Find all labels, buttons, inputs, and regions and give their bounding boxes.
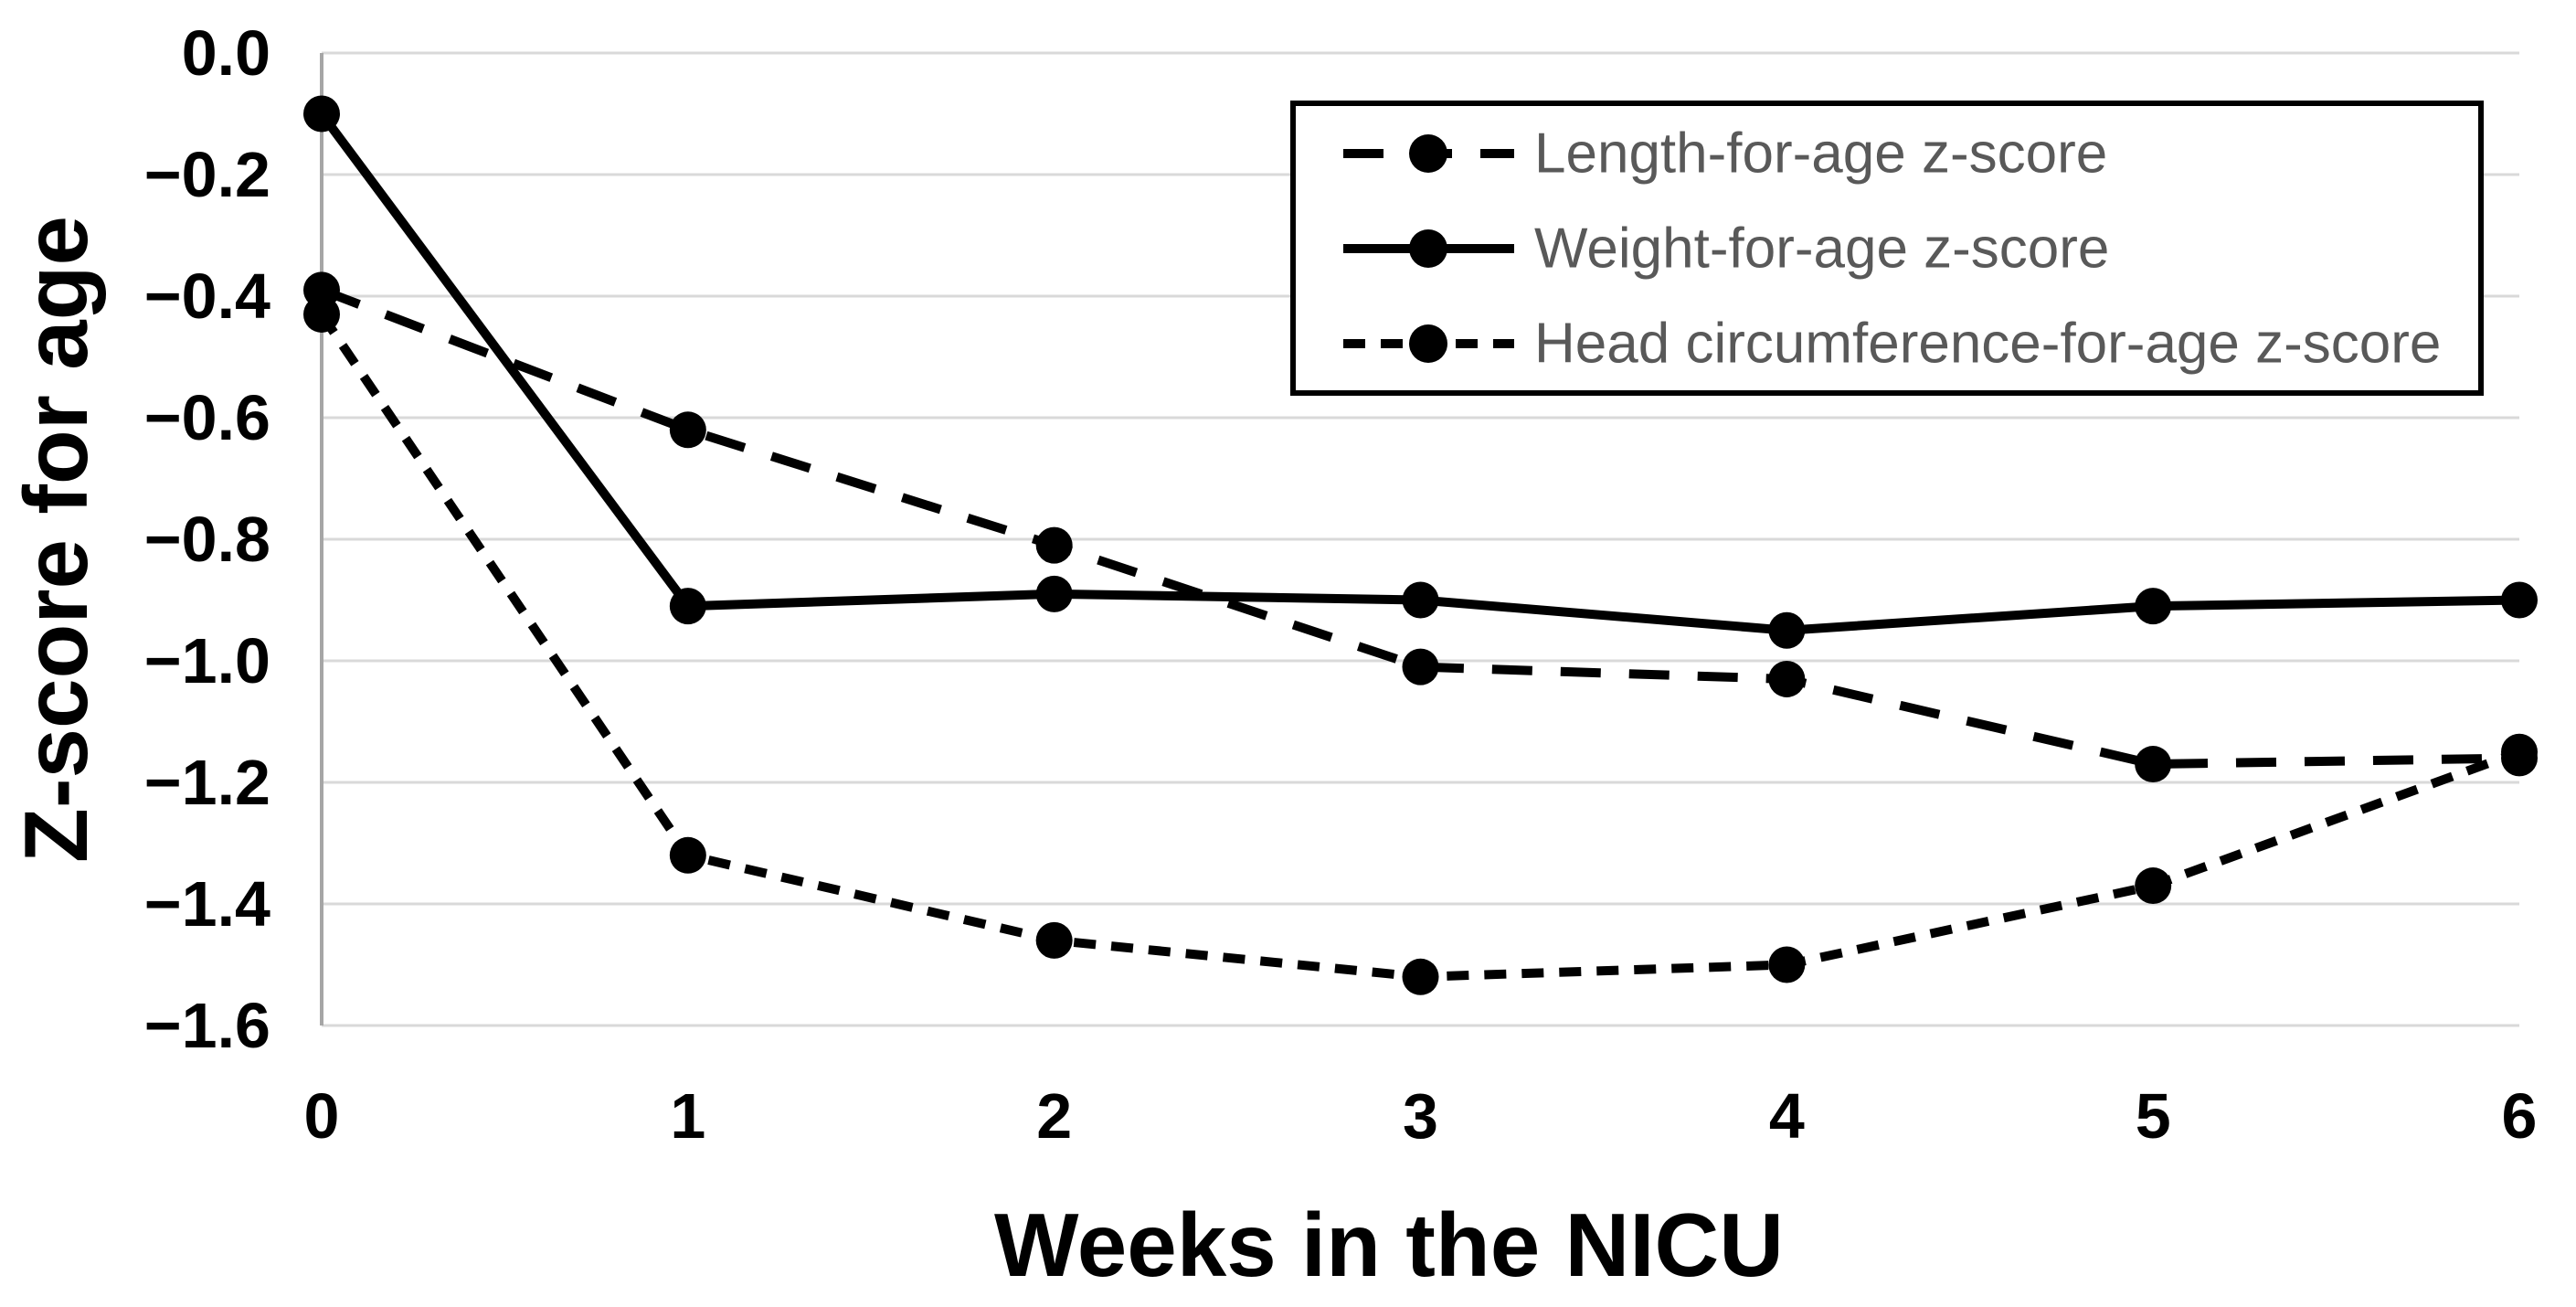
y-tick-label: 0.0 (182, 17, 270, 89)
x-axis-title: Weeks in the NICU (994, 1195, 1784, 1295)
legend-marker-weight-for-age-z-score (1409, 229, 1447, 268)
data-point-marker-length-for-age-z-score (1768, 660, 1806, 697)
data-point-marker-weight-for-age-z-score (2135, 588, 2172, 625)
y-tick-label: −1.2 (144, 747, 270, 818)
data-point-marker-weight-for-age-z-score (1402, 581, 1439, 619)
legend-label-weight-for-age-z-score: Weight-for-age z-score (1534, 218, 2109, 281)
data-point-marker-length-for-age-z-score (1402, 648, 1439, 685)
y-tick-label: −0.4 (144, 260, 270, 332)
legend-marker-head-circumference-for-age-z-score (1409, 324, 1447, 363)
y-axis-tick-labels: 0.0 −0.2 −0.4 −0.6 −0.8 −1.0 −1.2 −1.4 −1.6 (144, 17, 270, 1061)
y-tick-label: −1.4 (144, 868, 270, 940)
y-axis-title: Z-score for age (5, 216, 106, 863)
data-point-marker-weight-for-age-z-score (1035, 575, 1073, 612)
x-tick-label: 6 (2502, 1080, 2538, 1152)
data-point-marker-length-for-age-z-score (669, 411, 706, 449)
legend: Length-for-age z-score Weight-for-age z-s… (1290, 101, 2484, 396)
series-head-circumference-for-age-z-score (303, 295, 2538, 995)
data-point-marker-length-for-age-z-score (1035, 526, 1073, 564)
legend-entry-weight-for-age-z-score: Weight-for-age z-score (1343, 218, 2109, 281)
legend-label-length-for-age-z-score: Length-for-age z-score (1534, 122, 2107, 186)
y-tick-label: −0.2 (144, 139, 270, 210)
series-weight-for-age-z-score (303, 95, 2538, 649)
y-tick-label: −0.6 (144, 382, 270, 453)
data-point-marker-weight-for-age-z-score (303, 95, 340, 133)
y-tick-label: −1.0 (144, 625, 270, 696)
legend-label-head-circumference-for-age-z-score: Head circumference-for-age z-score (1534, 313, 2441, 376)
x-tick-label: 4 (1769, 1080, 1805, 1152)
data-point-marker-weight-for-age-z-score (2501, 581, 2538, 619)
y-tick-label: −1.6 (144, 990, 270, 1061)
x-axis-tick-labels: 0 1 2 3 4 5 6 (304, 1080, 2538, 1152)
data-point-marker-head-circumference-for-age-z-score (303, 295, 340, 333)
legend-entry-length-for-age-z-score: Length-for-age z-score (1343, 122, 2107, 186)
x-tick-label: 3 (1403, 1080, 1438, 1152)
data-point-marker-head-circumference-for-age-z-score (1035, 921, 1073, 959)
x-tick-label: 2 (1036, 1080, 1072, 1152)
x-tick-label: 1 (670, 1080, 705, 1152)
legend-entry-head-circumference-for-age-z-score: Head circumference-for-age z-score (1343, 313, 2441, 376)
data-point-marker-head-circumference-for-age-z-score (1768, 946, 1806, 983)
data-series (303, 95, 2538, 995)
x-tick-label: 0 (304, 1080, 340, 1152)
y-tick-label: −0.8 (144, 504, 270, 575)
data-point-marker-length-for-age-z-score (2135, 746, 2172, 783)
data-point-marker-weight-for-age-z-score (1768, 611, 1806, 649)
data-point-marker-head-circumference-for-age-z-score (1402, 958, 1439, 995)
x-tick-label: 5 (2136, 1080, 2171, 1152)
data-point-marker-head-circumference-for-age-z-score (669, 836, 706, 874)
legend-marker-length-for-age-z-score (1409, 134, 1447, 173)
data-point-marker-head-circumference-for-age-z-score (2135, 867, 2172, 905)
data-point-marker-weight-for-age-z-score (669, 588, 706, 625)
data-point-marker-head-circumference-for-age-z-score (2501, 733, 2538, 770)
